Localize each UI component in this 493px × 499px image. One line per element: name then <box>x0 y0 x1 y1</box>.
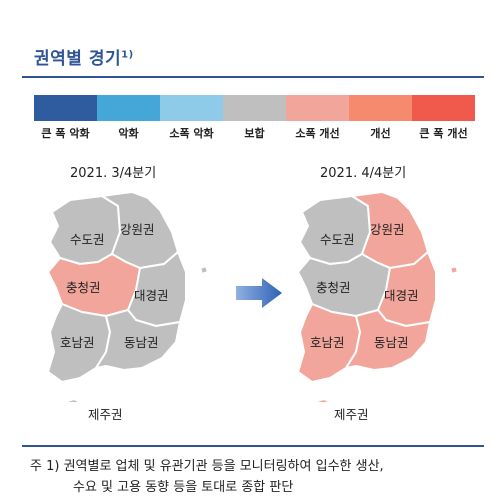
region-label-gangwon: 강원권 <box>370 222 405 237</box>
legend-swatch-0 <box>34 95 97 121</box>
legend-labels: 큰 폭 악화 악화 소폭 악화 보합 소폭 개선 개선 큰 폭 개선 <box>34 125 475 141</box>
region-label-jeju-left: 제주권 <box>88 407 123 422</box>
legend-label-6: 큰 폭 개선 <box>419 127 468 140</box>
region-label-chungcheong: 충청권 <box>316 280 351 295</box>
region-map-right: 수도권 강원권 충청권 대경권 호남권 동남권 <box>297 192 459 402</box>
legend-swatch-5 <box>349 95 412 121</box>
region-sudo <box>49 195 121 265</box>
legend-swatch-4 <box>286 95 349 121</box>
island-ulleung <box>199 265 209 275</box>
footnote-line-2: 수요 및 고용 동향 등을 토대로 종합 판단 <box>73 480 294 495</box>
legend-swatch-2 <box>160 95 223 121</box>
title-footnote-marker: 1) <box>121 49 134 61</box>
footnote-line-1: 주 1) 권역별로 업체 및 유관기관 등을 모니터링하여 입수한 생산, <box>30 456 384 477</box>
region-jeju <box>311 398 333 402</box>
title-text: 권역별 경기 <box>34 49 122 69</box>
arrow-right-icon <box>236 278 282 308</box>
legend-label-3: 보합 <box>244 127 265 140</box>
legend-label-4: 소폭 개선 <box>295 127 340 140</box>
footnote-text-1: 권역별로 업체 및 유관기관 등을 모니터링하여 입수한 생산, <box>63 459 384 474</box>
legend-label-1: 악화 <box>118 127 139 140</box>
legend-label-2: 소폭 악화 <box>169 127 214 140</box>
region-dongnam <box>345 309 431 371</box>
footnote: 주 1) 권역별로 업체 및 유관기관 등을 모니터링하여 입수한 생산, 수요… <box>30 456 384 498</box>
region-label-sudo: 수도권 <box>70 232 105 247</box>
legend-swatch-3 <box>223 95 286 121</box>
region-dongnam <box>95 309 181 371</box>
region-sudo <box>299 195 371 265</box>
island-ulleung <box>449 265 459 275</box>
legend-color-bar <box>34 95 475 121</box>
title-rule <box>22 76 484 78</box>
region-label-daegyeong: 대경권 <box>134 288 169 303</box>
region-label-dongnam: 동남권 <box>374 335 409 350</box>
page-title: 권역별 경기1) <box>34 44 134 69</box>
region-map-left: 수도권 강원권 충청권 대경권 호남권 동남권 <box>47 192 209 402</box>
region-label-daegyeong: 대경권 <box>384 288 419 303</box>
region-label-sudo: 수도권 <box>320 232 355 247</box>
region-label-chungcheong: 충청권 <box>66 280 101 295</box>
footnote-rule <box>22 445 484 447</box>
period-label-right: 2021. 4/4분기 <box>320 166 407 181</box>
legend-label-5: 개선 <box>370 127 391 140</box>
period-label-left: 2021. 3/4분기 <box>70 166 157 181</box>
region-label-honam: 호남권 <box>310 335 345 350</box>
legend-label-0: 큰 폭 악화 <box>41 127 90 140</box>
region-label-gangwon: 강원권 <box>120 222 155 237</box>
region-label-dongnam: 동남권 <box>124 335 159 350</box>
legend-swatch-6 <box>412 95 475 121</box>
region-label-jeju-right: 제주권 <box>334 407 369 422</box>
footnote-marker: 주 1) <box>30 459 60 474</box>
region-jeju <box>61 398 83 402</box>
legend-swatch-1 <box>97 95 160 121</box>
region-label-honam: 호남권 <box>60 335 95 350</box>
